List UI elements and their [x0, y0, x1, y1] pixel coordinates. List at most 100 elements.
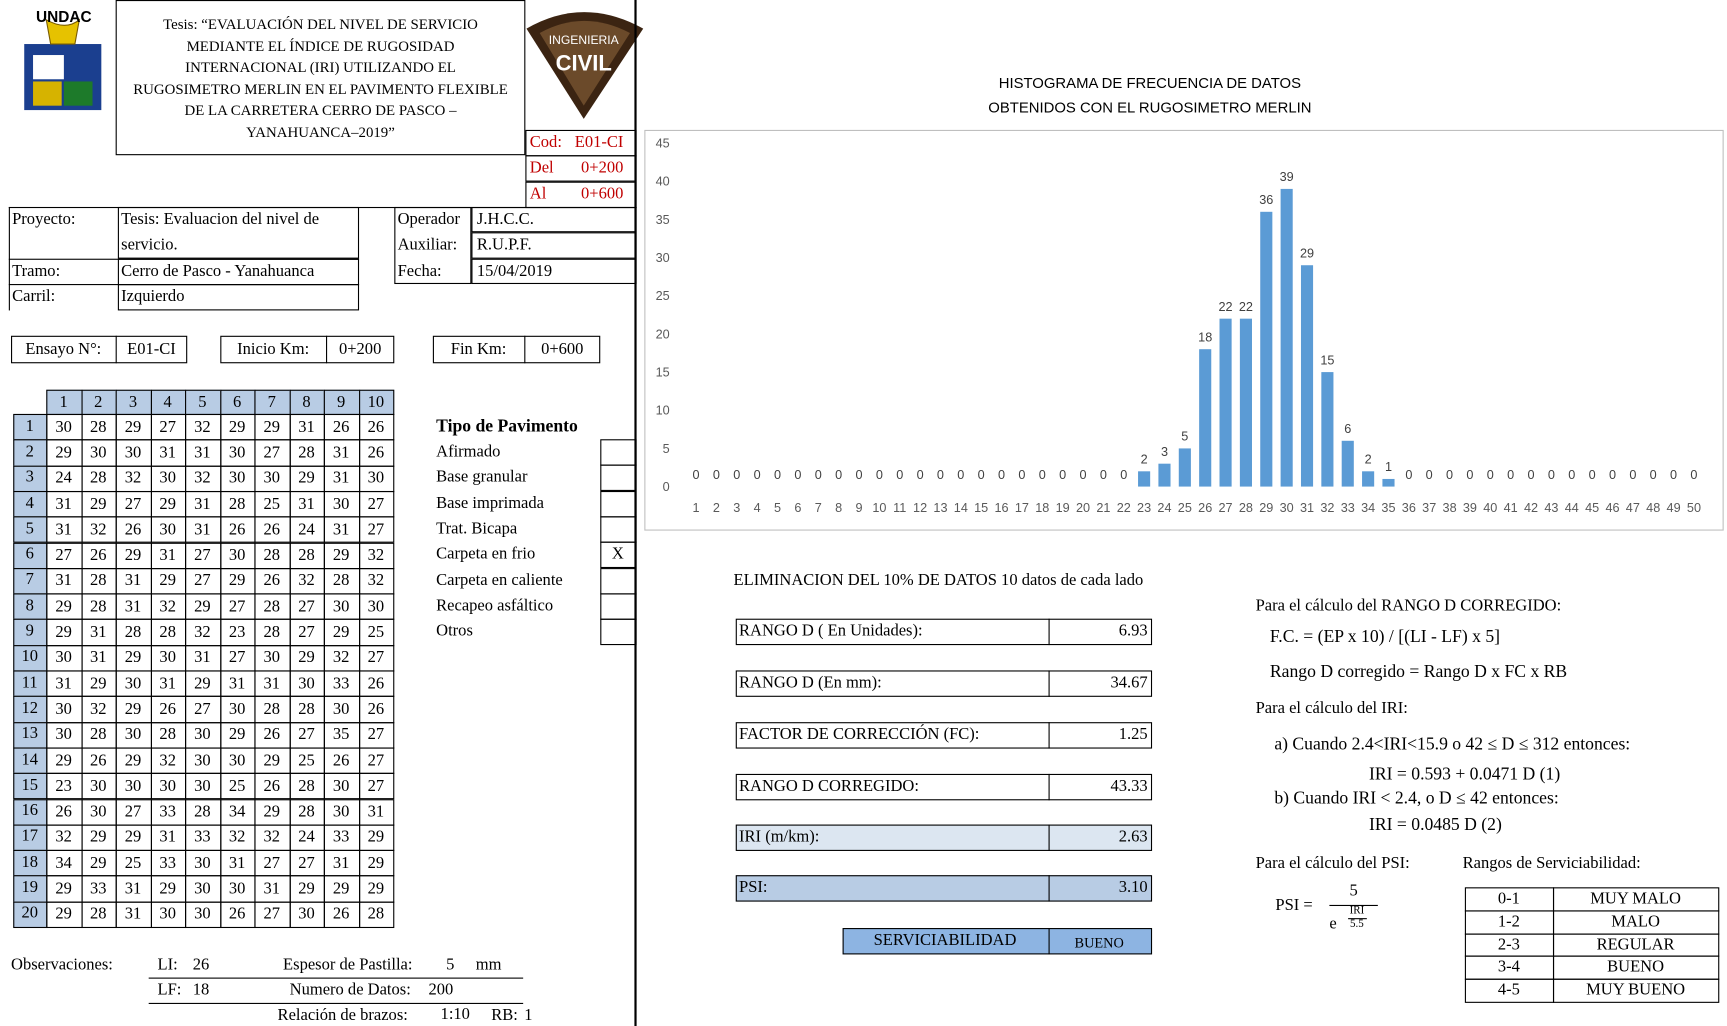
data-label: 0 [733, 468, 740, 482]
row-header: 6 [25, 545, 34, 564]
data-label: 0 [1039, 468, 1046, 482]
x-tick-label: 22 [1117, 501, 1131, 515]
label: Proyecto: [12, 210, 76, 229]
value-cell [471, 258, 637, 285]
data-value: 24 [55, 469, 72, 488]
data-value: 33 [194, 828, 211, 847]
rule [1048, 773, 1050, 801]
data-label: 0 [1609, 468, 1616, 482]
data-value: 31 [228, 854, 246, 873]
header-cell [358, 389, 395, 416]
data-value: 30 [55, 649, 72, 667]
rule [1048, 670, 1050, 697]
data-value: 31 [159, 444, 176, 462]
result-value: BUENO [1074, 934, 1124, 951]
result-value: 34.67 [1110, 674, 1148, 692]
checkbox [600, 593, 637, 620]
data-value: 28 [263, 700, 281, 719]
title-line: Tesis: “EVALUACIÓN DEL NIVEL DE SERVICIO [163, 15, 478, 33]
data-label: 0 [1507, 468, 1514, 482]
data-value: 26 [367, 444, 385, 462]
data-value: 30 [332, 700, 350, 719]
data-value: 30 [332, 495, 350, 514]
data-value: 30 [228, 700, 246, 719]
value: R.U.P.F. [476, 236, 532, 254]
data-value: 30 [228, 751, 246, 770]
x-tick-label: 18 [1035, 501, 1049, 515]
data-value: 31 [298, 495, 315, 514]
data-value: 33 [90, 880, 107, 898]
x-tick-label: 10 [872, 501, 886, 515]
x-tick-label: 16 [995, 501, 1009, 515]
range-label: MUY MALO [1590, 890, 1681, 908]
x-tick-label: 25 [1178, 501, 1192, 515]
data-label: 0 [1487, 468, 1494, 482]
data-value: 31 [298, 418, 315, 437]
data-label: 0 [1079, 468, 1086, 482]
code-label: Al [529, 185, 547, 203]
label: Auxiliar: [397, 236, 458, 254]
data-value: 29 [194, 598, 211, 616]
data-label: 0 [1690, 468, 1697, 482]
result-value: 3.10 [1118, 879, 1148, 897]
data-value: 26 [263, 572, 281, 590]
data-value: 32 [194, 623, 211, 642]
data-value: 29 [124, 751, 142, 770]
value: Izquierdo [121, 287, 185, 306]
result-box [735, 773, 1153, 801]
data-label: 3 [1161, 445, 1168, 459]
data-value: 30 [263, 649, 281, 667]
data-value: 29 [367, 880, 385, 898]
data-value: 26 [228, 521, 246, 539]
range-value: 4-5 [1497, 981, 1520, 1000]
data-value: 31 [194, 444, 211, 462]
x-tick-label: 14 [954, 501, 968, 515]
x-tick-label: 24 [1157, 501, 1171, 515]
data-value: 32 [194, 418, 211, 437]
label: Ensayo N°: [25, 340, 102, 359]
bar [1300, 265, 1314, 487]
checkbox [600, 567, 637, 594]
row-header: 1 [25, 417, 34, 435]
data-value: 28 [263, 546, 281, 565]
data-label: 0 [957, 468, 964, 482]
x-tick-label: 50 [1687, 501, 1701, 515]
data-value: 30 [194, 854, 211, 873]
data-label: 0 [835, 468, 842, 482]
data-value: 28 [159, 623, 176, 642]
data-value: 30 [194, 880, 211, 898]
fraction-line [1348, 918, 1367, 920]
col-header: 4 [163, 393, 172, 412]
data-value: 31 [90, 649, 107, 667]
formula: IRI = 0.0485 D (2) [1369, 815, 1502, 835]
value: 5 [446, 956, 455, 974]
data-label: 0 [917, 468, 924, 482]
data-value: 31 [159, 674, 176, 693]
row-header: 13 [21, 725, 38, 743]
data-value: 29 [332, 880, 350, 898]
data-value: 32 [263, 828, 281, 847]
x-tick-label: 11 [893, 501, 906, 515]
x-tick-label: 6 [794, 501, 801, 515]
rule [115, 335, 117, 364]
data-value: 27 [367, 495, 385, 514]
data-value: 31 [159, 546, 176, 565]
x-tick-label: 33 [1341, 501, 1355, 515]
field-box [432, 335, 601, 364]
unit: mm [475, 956, 502, 974]
fraction-line [1329, 904, 1378, 907]
data-value: 25 [263, 495, 281, 514]
data-value: 27 [263, 854, 281, 873]
data-value: 29 [263, 803, 281, 821]
data-value: 29 [159, 572, 176, 590]
data-label: 0 [1568, 468, 1575, 482]
label: RB: [491, 1006, 518, 1025]
y-tick-label: 15 [656, 365, 670, 379]
data-value: 30 [263, 469, 281, 488]
data-value: 29 [228, 572, 246, 590]
data-value: 29 [298, 469, 315, 488]
data-value: 30 [367, 598, 385, 616]
data-value: 29 [90, 854, 107, 873]
